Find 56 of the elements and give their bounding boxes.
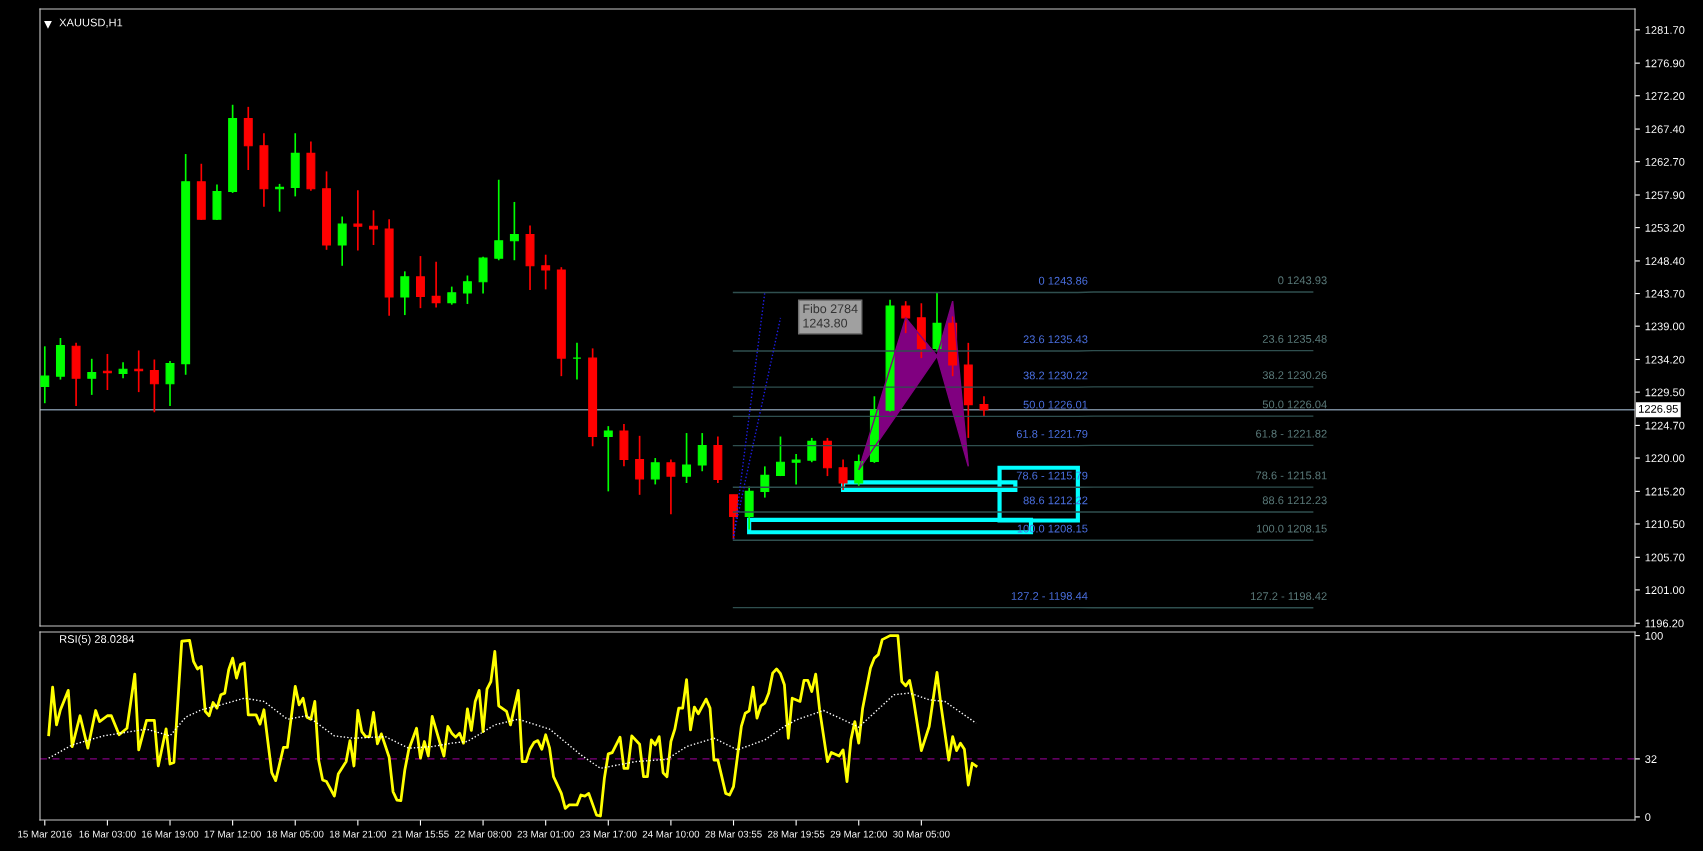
annotation: 78.6 - 1215.81: [1256, 471, 1327, 480]
x-tick-label: 15 Mar 2016: [18, 830, 72, 838]
y-tick-label: 1253.20: [1645, 223, 1685, 232]
y-tick-label: 1276.90: [1645, 59, 1685, 68]
x-tick-label: 24 Mar 10:00: [642, 830, 700, 838]
y-tick-label: 1234.20: [1645, 355, 1685, 364]
x-tick-label: 28 Mar 03:55: [705, 830, 762, 838]
annotation: 23.6 1235.48: [1262, 334, 1327, 343]
annotation: 38.2 1230.26: [1262, 371, 1327, 380]
y-tick-label: 1229.50: [1645, 388, 1685, 397]
ref-line-label: 1226.95: [1639, 404, 1678, 413]
annotation: 50.0 1226.01: [1023, 400, 1088, 409]
y-tick-label: 32: [1645, 755, 1657, 764]
annotation: 50.0 1226.04: [1262, 400, 1327, 409]
annotation: 127.2 - 1198.42: [1251, 592, 1327, 601]
x-tick-label: 22 Mar 08:00: [454, 830, 512, 838]
x-tick-label: 17 Mar 12:00: [204, 830, 261, 838]
y-tick-label: 1239.00: [1645, 322, 1685, 331]
x-tick-label: 18 Mar 05:00: [267, 830, 324, 838]
y-tick-label: 100: [1645, 631, 1663, 640]
x-tick-label: 28 Mar 19:55: [767, 830, 825, 838]
x-tick-label: 18 Mar 21:00: [329, 830, 387, 838]
y-tick-label: 1262.70: [1645, 157, 1685, 166]
x-tick-label: 23 Mar 01:00: [517, 830, 574, 838]
y-tick-label: 1215.20: [1645, 487, 1685, 496]
annotation: 127.2 - 1198.44: [1011, 592, 1088, 600]
annotation: Fibo 2784 1243.80: [803, 303, 858, 328]
annotation: 0 1243.86: [1038, 276, 1088, 285]
y-tick-label: 1257.90: [1645, 191, 1685, 200]
y-tick-label: 1201.00: [1645, 586, 1685, 595]
annotation: 88.6 1212.23: [1262, 496, 1327, 505]
x-tick-label: 16 Mar 03:00: [79, 830, 136, 838]
y-tick-label: 1210.50: [1645, 520, 1685, 529]
annotation: 61.8 - 1221.82: [1256, 429, 1327, 438]
y-tick-label: 0: [1645, 813, 1651, 822]
y-tick-label: 1248.40: [1645, 257, 1685, 266]
x-tick-label: 16 Mar 19:00: [142, 830, 199, 838]
y-tick-label: 1272.20: [1645, 92, 1685, 100]
x-tick-label: 23 Mar 17:00: [580, 830, 637, 838]
y-tick-label: 1205.70: [1645, 553, 1685, 562]
y-tick-label: 1267.40: [1645, 125, 1685, 134]
annotation: 38.2 1230.22: [1023, 371, 1088, 380]
x-tick-label: 29 Mar 12:00: [830, 830, 888, 838]
annotation: 61.8 - 1221.79: [1016, 430, 1088, 438]
annotation: 100.0 1208.15: [1256, 524, 1327, 533]
annotation: 0 1243.93: [1278, 276, 1327, 285]
y-tick-label: 1220.00: [1645, 454, 1685, 463]
annotation: 23.6 1235.43: [1023, 335, 1088, 344]
text: XAUUSD,H1: [59, 18, 123, 28]
y-tick-label: 1281.70: [1645, 26, 1685, 34]
y-tick-label: 1243.70: [1645, 289, 1685, 298]
x-tick-label: 30 Mar 05:00: [893, 830, 950, 838]
chart-title: RSI(5) 28.0284: [60, 634, 135, 646]
y-tick-label: 1224.70: [1645, 421, 1685, 430]
y-tick-label: 1196.20: [1645, 619, 1684, 628]
x-tick-label: 21 Mar 15:55: [392, 830, 449, 838]
